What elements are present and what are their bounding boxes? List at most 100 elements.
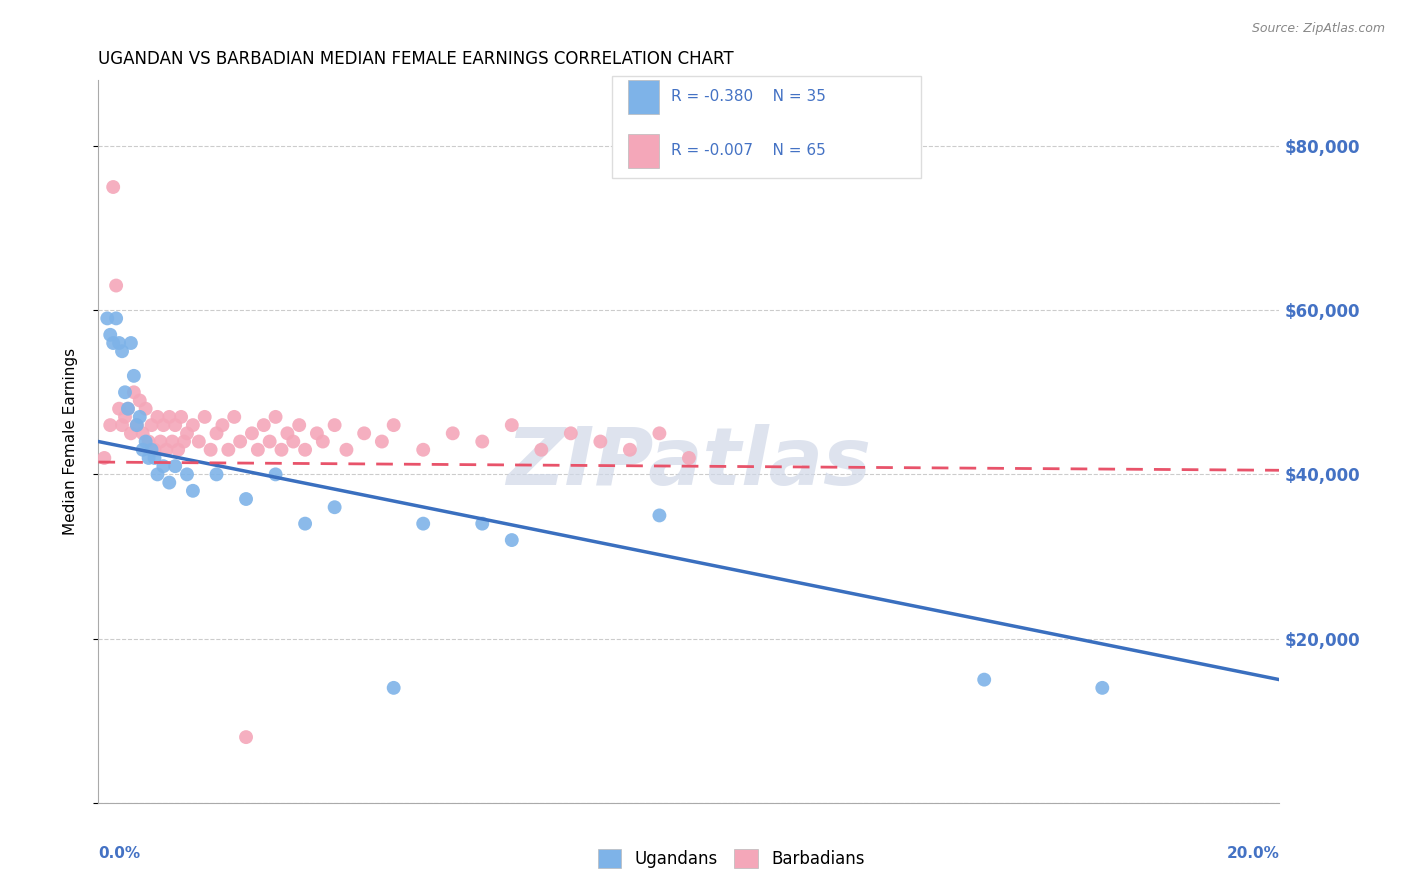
Point [648,426,671,441]
Point [471,434,494,449]
Point [155,442,177,457]
Point [138,434,160,449]
Point [276,426,298,441]
Point [382,418,405,433]
Point [283,434,305,449]
Point [240,426,263,441]
Point [973,673,995,687]
Point [111,418,134,433]
Point [441,426,464,441]
Text: 20.0%: 20.0% [1226,847,1279,861]
Point [205,467,228,482]
Point [103,336,125,351]
Point [114,409,136,424]
Point [114,385,136,400]
Point [305,426,328,441]
Point [678,450,700,465]
Point [217,442,239,457]
Point [412,442,434,457]
Point [122,385,145,400]
Point [264,467,287,482]
Point [128,393,150,408]
Point [132,426,155,441]
Point [98,418,121,433]
Point [619,442,641,457]
Point [323,418,346,433]
Point [187,434,209,449]
Text: Source: ZipAtlas.com: Source: ZipAtlas.com [1251,22,1385,36]
Point [103,180,125,194]
Point [253,418,276,433]
Point [143,442,166,457]
Point [560,426,582,441]
Point [648,508,671,523]
Text: ZIPatlas: ZIPatlas [506,425,872,502]
Y-axis label: Median Female Earnings: Median Female Earnings [63,348,77,535]
Point [176,467,198,482]
Point [530,442,553,457]
Point [98,327,121,342]
Point [146,409,169,424]
Text: R = -0.380    N = 35: R = -0.380 N = 35 [671,89,825,104]
Point [294,442,316,457]
Point [264,409,287,424]
Point [96,311,118,326]
Point [157,475,180,490]
Point [149,434,172,449]
Point [335,442,357,457]
Point [125,418,148,433]
Point [412,516,434,531]
Text: UGANDAN VS BARBADIAN MEDIAN FEMALE EARNINGS CORRELATION CHART: UGANDAN VS BARBADIAN MEDIAN FEMALE EARNI… [98,50,734,68]
Point [120,426,142,441]
Point [382,681,405,695]
Point [211,418,233,433]
Point [246,442,269,457]
Point [108,336,131,351]
Point [176,426,198,441]
Point [194,409,217,424]
Point [181,483,204,498]
Point [323,500,346,515]
Point [170,409,193,424]
Point [288,418,311,433]
Point [141,418,163,433]
Point [229,434,252,449]
Point [162,434,183,449]
Point [471,516,494,531]
Point [1091,681,1114,695]
Point [152,459,174,474]
Point [224,409,246,424]
Point [259,434,281,449]
Point [132,442,155,457]
Point [165,418,187,433]
Legend: Ugandans, Barbadians: Ugandans, Barbadians [591,842,872,875]
Point [105,311,128,326]
Point [141,442,163,457]
Point [589,434,612,449]
Point [312,434,335,449]
Point [294,516,316,531]
Point [270,442,292,457]
Text: 0.0%: 0.0% [98,847,141,861]
Point [120,336,142,351]
Point [146,467,169,482]
Point [108,401,131,416]
Point [173,434,195,449]
Point [93,450,115,465]
Point [371,434,394,449]
Point [165,459,187,474]
Point [105,278,128,293]
Point [125,418,148,433]
Point [205,426,228,441]
Point [501,418,523,433]
Point [138,450,160,465]
Point [111,344,134,359]
Point [128,409,150,424]
Point [235,491,257,506]
Text: R = -0.007    N = 65: R = -0.007 N = 65 [671,144,825,158]
Point [117,401,139,416]
Point [200,442,222,457]
Point [353,426,375,441]
Point [135,401,157,416]
Point [143,450,166,465]
